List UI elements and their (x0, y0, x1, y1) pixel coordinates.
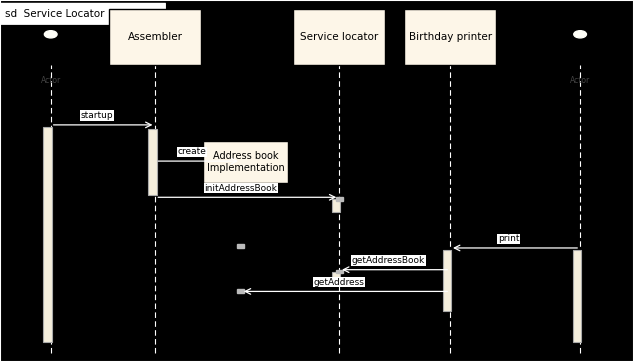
Bar (43, 127, 52, 342)
Bar (237, 290, 245, 293)
Text: getAddressBook: getAddressBook (352, 256, 425, 265)
Bar (0, 4, 165, 24)
Circle shape (44, 31, 57, 38)
Bar (203, 141, 288, 183)
Text: Actor: Actor (570, 76, 590, 85)
Circle shape (574, 31, 586, 38)
Text: Actor: Actor (41, 76, 61, 85)
Bar (336, 197, 342, 201)
Bar (336, 269, 342, 274)
Polygon shape (0, 4, 165, 24)
Text: Service locator: Service locator (300, 32, 378, 42)
Text: getAddress: getAddress (314, 278, 365, 287)
Text: Birthday printer: Birthday printer (408, 32, 492, 42)
Bar (237, 244, 245, 248)
Text: Address book
Implementation: Address book Implementation (207, 151, 285, 173)
Text: create: create (178, 147, 206, 156)
Bar (293, 9, 385, 65)
Bar (332, 199, 340, 212)
Bar (148, 129, 157, 195)
Bar (109, 9, 202, 65)
Text: print: print (498, 234, 519, 243)
Bar (404, 9, 496, 65)
Text: sd  Service Locator: sd Service Locator (5, 9, 105, 18)
Bar (573, 250, 581, 342)
Bar (443, 250, 451, 311)
Text: startup: startup (81, 111, 113, 120)
Text: initAddressBook: initAddressBook (205, 184, 277, 193)
Bar (332, 272, 340, 284)
Text: Assembler: Assembler (128, 32, 183, 42)
